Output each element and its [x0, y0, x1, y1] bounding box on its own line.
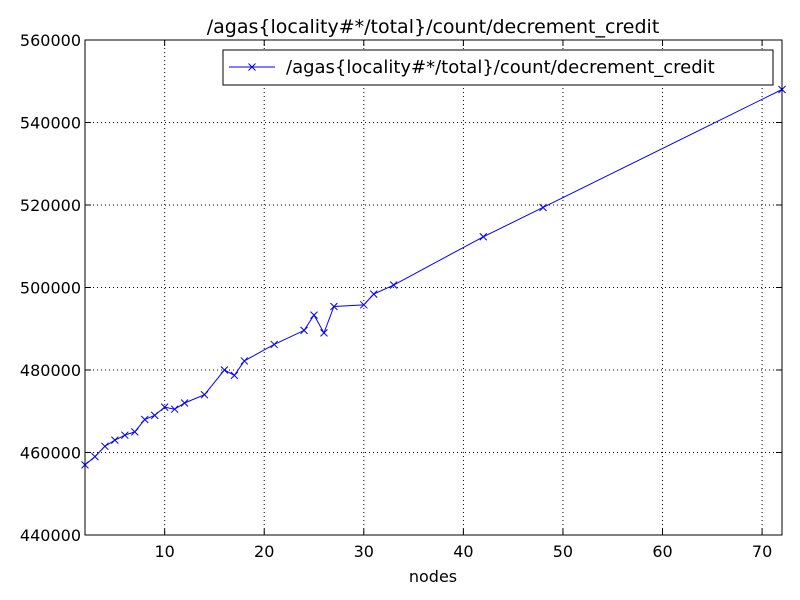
- y-tick-label: 480000: [20, 361, 81, 380]
- data-point-marker: [240, 357, 249, 365]
- x-tick-label: 70: [752, 542, 772, 561]
- data-point-marker: [91, 452, 99, 461]
- grid-lines: [85, 40, 782, 535]
- x-tick-label: 60: [652, 542, 672, 561]
- x-axis-label: nodes: [409, 567, 457, 586]
- x-tick-label: 20: [254, 542, 274, 561]
- data-point-marker: [101, 442, 109, 451]
- x-tick-label: 50: [553, 542, 573, 561]
- x-tick-label: 10: [154, 542, 174, 561]
- data-point-marker: [270, 340, 279, 349]
- data-point-marker: [130, 428, 139, 436]
- y-tick-label: 460000: [20, 444, 81, 463]
- y-tick-label: 520000: [20, 196, 81, 215]
- data-point-marker: [230, 371, 239, 380]
- legend: /agas{locality#*/total}/count/decrement_…: [222, 49, 774, 86]
- data-point-marker: [150, 411, 159, 420]
- data-point-marker: [220, 366, 229, 374]
- data-point-marker: [111, 436, 119, 444]
- data-point-marker: [120, 431, 129, 440]
- data-point-marker: [300, 326, 308, 335]
- y-tick-label: 540000: [20, 114, 81, 133]
- data-point-marker: [359, 300, 368, 309]
- data-point-marker: [330, 302, 338, 311]
- legend-box: [222, 49, 774, 86]
- data-point-marker: [369, 290, 378, 298]
- y-tick-label: 560000: [20, 31, 81, 50]
- y-tick-labels: 440000 460000 480000 500000 520000 540000 5600…: [20, 31, 81, 545]
- chart-title: /agas{locality#*/total}/count/decrement_…: [207, 16, 660, 38]
- data-point-marker: [200, 390, 209, 399]
- data-point-marker: [170, 405, 179, 414]
- x-tick-label: 30: [354, 542, 374, 561]
- data-point-marker: [310, 311, 318, 319]
- data-point-marker: [479, 232, 488, 241]
- data-point-marker: [539, 203, 547, 212]
- legend-x-marker: [248, 63, 256, 71]
- axis-ticks: [85, 39, 782, 536]
- x-tick-label: 40: [453, 542, 473, 561]
- series-line: [84, 89, 783, 466]
- data-point-marker: [180, 399, 189, 407]
- y-tick-label: 440000: [20, 526, 81, 545]
- x-tick-labels: 10 20 30 40 50 60 70: [154, 542, 772, 561]
- series-layer: [81, 85, 786, 469]
- data-point-marker: [389, 281, 398, 289]
- data-point-marker: [320, 329, 328, 337]
- y-tick-label: 500000: [20, 279, 81, 298]
- legend-label: /agas{locality#*/total}/count/decrement_…: [286, 57, 715, 78]
- legend-marker-icon: [248, 63, 256, 71]
- data-point-marker: [140, 415, 149, 424]
- data-point-marker: [160, 403, 169, 411]
